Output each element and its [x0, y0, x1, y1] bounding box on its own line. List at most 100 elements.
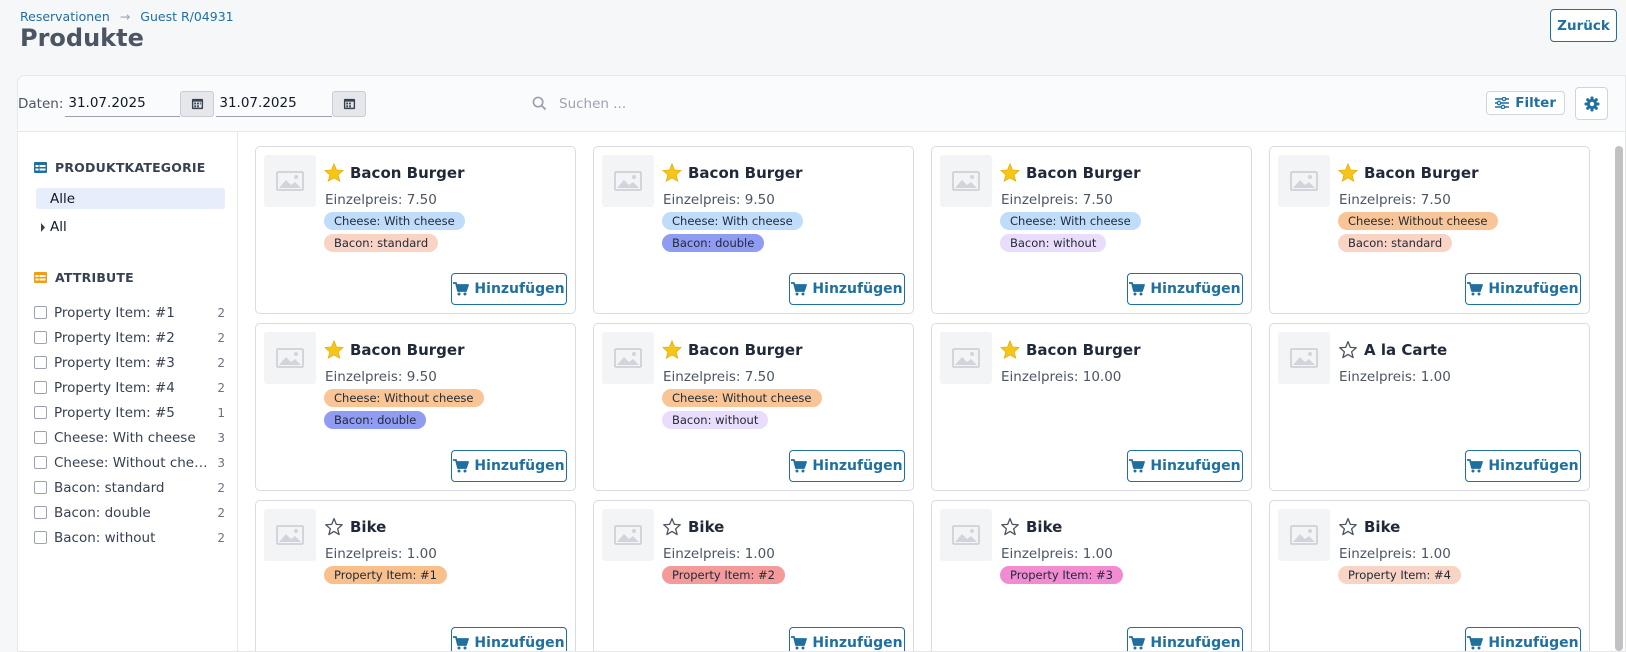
add-button[interactable]: Hinzufügen [1127, 273, 1243, 305]
tag-list: Property Item: #1 [324, 566, 447, 584]
tag-list: Cheese: Without cheese Bacon: without [662, 389, 822, 429]
attribute-tag: Cheese: Without cheese [662, 389, 822, 407]
cart-icon [453, 282, 470, 296]
checkbox[interactable] [34, 481, 47, 494]
add-button[interactable]: Hinzufügen [789, 450, 905, 482]
attribute-filter[interactable]: Property Item: #5 1 [34, 400, 237, 425]
product-image [602, 155, 654, 207]
calendar-button[interactable] [180, 90, 215, 117]
add-button[interactable]: Hinzufügen [1127, 627, 1243, 651]
date-input[interactable]: 31.07.2025 [65, 91, 181, 117]
attribute-label: Property Item: #5 [54, 404, 175, 421]
star[interactable] [1338, 517, 1358, 536]
attribute-count: 2 [217, 480, 225, 495]
product-price: Einzelpreis: 7.50 [663, 369, 775, 385]
button-label: Hinzufügen [812, 458, 903, 474]
attribute-filter[interactable]: Property Item: #4 2 [34, 375, 237, 400]
search-box[interactable]: Suchen ... [532, 76, 626, 131]
add-button[interactable]: Hinzufügen [1465, 273, 1581, 305]
add-button[interactable]: Hinzufügen [451, 627, 567, 651]
add-button[interactable]: Hinzufügen [451, 450, 567, 482]
breadcrumb-link[interactable]: Reservationen [20, 9, 110, 24]
favorite-star[interactable] [324, 163, 344, 182]
product-grid: Bacon Burger Einzelpreis: 7.50 Cheese: Wit… [255, 146, 1590, 651]
star[interactable] [1000, 517, 1020, 536]
checkbox[interactable] [34, 531, 47, 544]
attribute-heading: ATTRIBUTE [34, 268, 237, 286]
button-label: Hinzufügen [474, 635, 565, 651]
product-price: Einzelpreis: 7.50 [325, 192, 437, 208]
tag-list: Property Item: #2 [662, 566, 785, 584]
product-image [264, 509, 316, 561]
heading-text: PRODUKTKATEGORIE [55, 159, 206, 175]
category-item[interactable]: Alle [36, 188, 225, 209]
attribute-count: 2 [217, 530, 225, 545]
attribute-filter[interactable]: Bacon: standard 2 [34, 475, 237, 500]
sidebar: PRODUKTKATEGORIE Alle All ATTRIBUTE Prop… [18, 132, 238, 651]
scrollbar[interactable] [1615, 146, 1623, 651]
checkbox[interactable] [34, 356, 47, 369]
add-button[interactable]: Hinzufügen [789, 273, 905, 305]
checkbox[interactable] [34, 406, 47, 419]
product-price: Einzelpreis: 1.00 [325, 546, 437, 562]
product-name: Bacon Burger [350, 163, 465, 182]
favorite-star[interactable] [1338, 163, 1358, 182]
calendar-button[interactable] [332, 90, 367, 117]
checkbox[interactable] [34, 381, 47, 394]
attribute-filter[interactable]: Bacon: without 2 [34, 525, 237, 550]
attribute-count: 1 [217, 405, 225, 420]
favorite-star[interactable] [662, 163, 682, 182]
add-button[interactable]: Hinzufügen [1465, 627, 1581, 651]
attribute-label: Property Item: #3 [54, 354, 175, 371]
favorite-star[interactable] [1000, 340, 1020, 359]
category-label: All [50, 219, 67, 235]
checkbox[interactable] [34, 456, 47, 469]
add-button[interactable]: Hinzufügen [789, 627, 905, 651]
breadcrumb-link[interactable]: Guest R/04931 [140, 9, 234, 24]
add-button[interactable]: Hinzufügen [1127, 450, 1243, 482]
checkbox[interactable] [34, 331, 47, 344]
button-label: Hinzufügen [474, 458, 565, 474]
attribute-filter[interactable]: Property Item: #1 2 [34, 300, 237, 325]
attribute-filter[interactable]: Property Item: #2 2 [34, 325, 237, 350]
attribute-filter[interactable]: Bacon: double 2 [34, 500, 237, 525]
favorite-star[interactable] [1000, 163, 1020, 182]
favorite-star[interactable] [324, 340, 344, 359]
attribute-filter[interactable]: Cheese: Without cheese 3 [34, 450, 237, 475]
star[interactable] [662, 517, 682, 536]
settings-button[interactable] [1575, 87, 1608, 120]
products-panel: Daten: 31.07.2025 31.07.2025 Suchen ... … [17, 75, 1626, 652]
attribute-count: 2 [217, 380, 225, 395]
product-image [602, 509, 654, 561]
product-header: Bike [1000, 517, 1062, 536]
add-button[interactable]: Hinzufügen [1465, 450, 1581, 482]
attribute-count: 3 [217, 455, 225, 470]
product-price: Einzelpreis: 7.50 [1339, 192, 1451, 208]
product-name: Bacon Burger [688, 163, 803, 182]
attribute-count: 3 [217, 430, 225, 445]
checkbox[interactable] [34, 306, 47, 319]
date-input[interactable]: 31.07.2025 [216, 91, 333, 117]
product-image [940, 509, 992, 561]
checkbox[interactable] [34, 431, 47, 444]
attribute-filter[interactable]: Cheese: With cheese 3 [34, 425, 237, 450]
category-item[interactable]: All [40, 218, 237, 236]
add-button[interactable]: Hinzufügen [451, 273, 567, 305]
product-name: Bike [350, 517, 387, 536]
product-price: Einzelpreis: 1.00 [1339, 369, 1451, 385]
filter-button[interactable]: Filter [1486, 91, 1565, 115]
button-label: Hinzufügen [474, 281, 565, 297]
product-name: Bike [1364, 517, 1401, 536]
star[interactable] [324, 517, 344, 536]
attribute-filter[interactable]: Property Item: #3 2 [34, 350, 237, 375]
back-button[interactable]: Zurück [1550, 9, 1617, 42]
checkbox[interactable] [34, 506, 47, 519]
favorite-star[interactable] [662, 340, 682, 359]
product-card: Bacon Burger Einzelpreis: 7.50 Cheese: Wit… [255, 146, 576, 314]
product-price: Einzelpreis: 1.00 [1339, 546, 1451, 562]
star[interactable] [1338, 340, 1358, 359]
attribute-label: Cheese: With cheese [54, 429, 196, 446]
product-header: Bacon Burger [662, 340, 802, 359]
attribute-tag: Cheese: Without cheese [1338, 212, 1498, 230]
